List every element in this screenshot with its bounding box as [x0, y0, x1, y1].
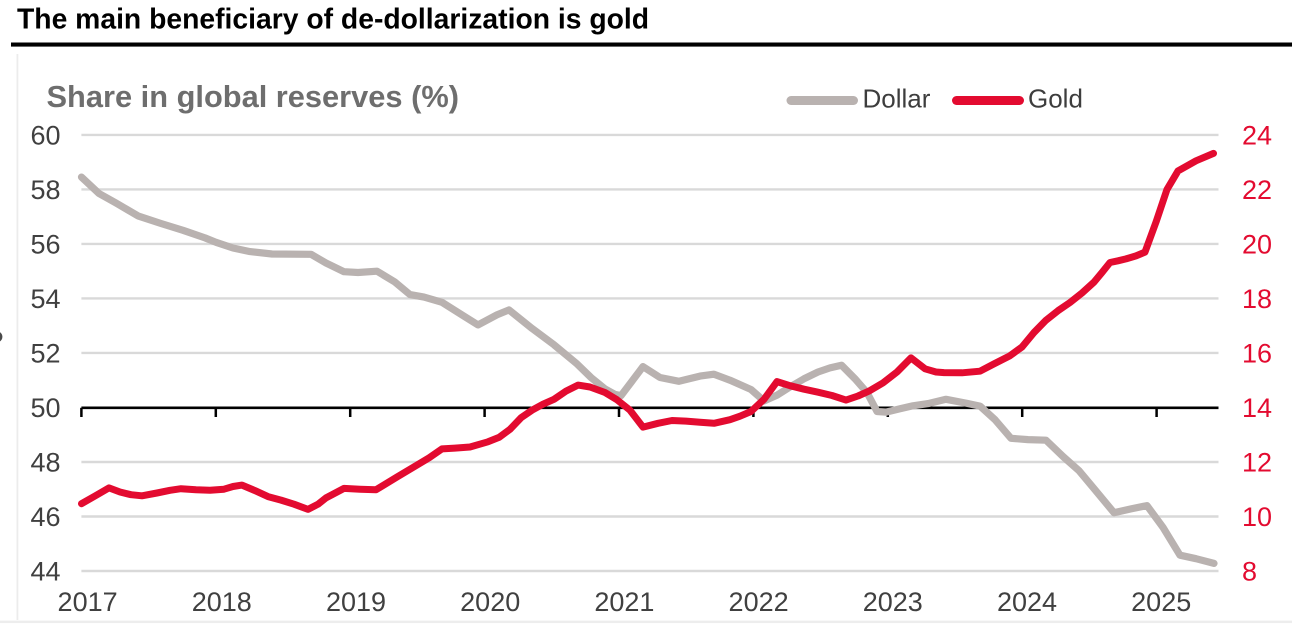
svg-text:60: 60 — [30, 121, 60, 151]
svg-text:2025: 2025 — [1131, 587, 1191, 617]
svg-text:16: 16 — [1242, 339, 1272, 369]
svg-text:The main beneficiary of de-dol: The main beneficiary of de-dollarization… — [17, 3, 649, 35]
svg-text:48: 48 — [30, 448, 60, 478]
svg-text:58: 58 — [30, 175, 60, 205]
svg-text:2023: 2023 — [863, 587, 923, 617]
svg-text:2019: 2019 — [326, 587, 386, 617]
svg-text:18: 18 — [1242, 284, 1272, 314]
svg-text:44: 44 — [30, 557, 60, 587]
svg-text:54: 54 — [30, 284, 60, 314]
svg-text:8: 8 — [1242, 557, 1257, 587]
svg-text:2020: 2020 — [460, 587, 520, 617]
svg-text:22: 22 — [1242, 175, 1272, 205]
svg-text:2018: 2018 — [192, 587, 252, 617]
svg-text:Dollar: Dollar — [863, 84, 931, 114]
svg-text:50: 50 — [30, 393, 60, 423]
svg-text:24: 24 — [1242, 121, 1272, 151]
svg-text:12: 12 — [1242, 448, 1272, 478]
svg-text:52: 52 — [30, 339, 60, 369]
svg-text:56: 56 — [30, 230, 60, 260]
svg-text:10: 10 — [1242, 502, 1272, 532]
svg-text:2017: 2017 — [58, 587, 118, 617]
svg-text:2022: 2022 — [729, 587, 789, 617]
svg-text:14: 14 — [1242, 393, 1272, 423]
svg-text:20: 20 — [1242, 230, 1272, 260]
svg-text:2021: 2021 — [594, 587, 654, 617]
svg-text:46: 46 — [30, 502, 60, 532]
svg-text:2024: 2024 — [997, 587, 1057, 617]
svg-text:Gold: Gold — [1028, 84, 1083, 114]
svg-text:Share in global reserves (%): Share in global reserves (%) — [47, 79, 460, 114]
